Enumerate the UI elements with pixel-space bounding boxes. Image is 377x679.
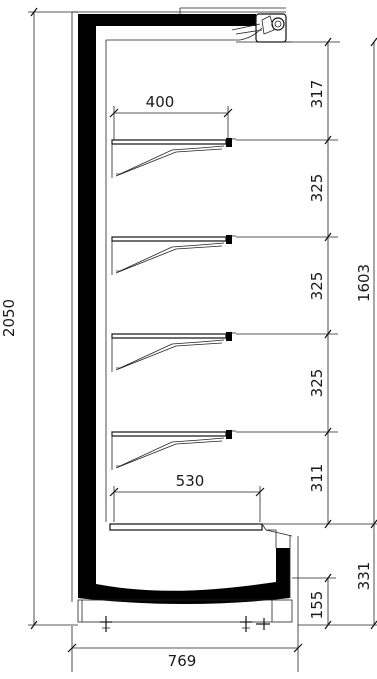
air-duct-top <box>231 23 263 41</box>
dim-display-height: 1603 <box>355 264 373 302</box>
base-plinth <box>77 599 293 623</box>
dim-spacing-2: 325 <box>308 174 326 203</box>
light-bulb-inner-icon <box>274 20 282 28</box>
foot-right-icon <box>240 616 252 632</box>
dim-base-inner: 155 <box>308 591 326 620</box>
shelf-1 <box>111 138 236 178</box>
deck-plate <box>109 523 263 531</box>
dim-spacing-3: 325 <box>308 272 326 301</box>
dim-deck-depth: 530 <box>176 472 205 490</box>
dim-overall-height: 2050 <box>0 299 18 337</box>
bottom-deck <box>109 523 293 598</box>
insulated-wall <box>78 14 290 604</box>
base-frame <box>77 599 293 632</box>
dim-spacing-1: 317 <box>308 80 326 109</box>
foot-front-icon <box>256 618 270 630</box>
dim-spacing-4: 325 <box>308 369 326 398</box>
shelf-2 <box>111 235 236 275</box>
night-curtain-line <box>265 529 293 537</box>
light-bracket <box>261 15 275 35</box>
dimension-lines: 2050 769 400 530 317 325 325 325 311 <box>0 7 377 672</box>
dim-overall-depth: 769 <box>168 652 197 670</box>
deck-front-lip <box>261 523 277 548</box>
cabinet-body <box>71 7 290 604</box>
dim-base-height: 331 <box>355 562 373 591</box>
top-light-unit <box>255 13 292 43</box>
dim-shelf-depth-top: 400 <box>146 93 175 111</box>
shelf-4 <box>111 430 236 470</box>
shelf-3 <box>111 332 236 372</box>
bumper-block <box>276 574 288 592</box>
foot-left-icon <box>100 616 112 632</box>
dim-spacing-5: 311 <box>308 464 326 493</box>
shelves <box>111 138 236 470</box>
